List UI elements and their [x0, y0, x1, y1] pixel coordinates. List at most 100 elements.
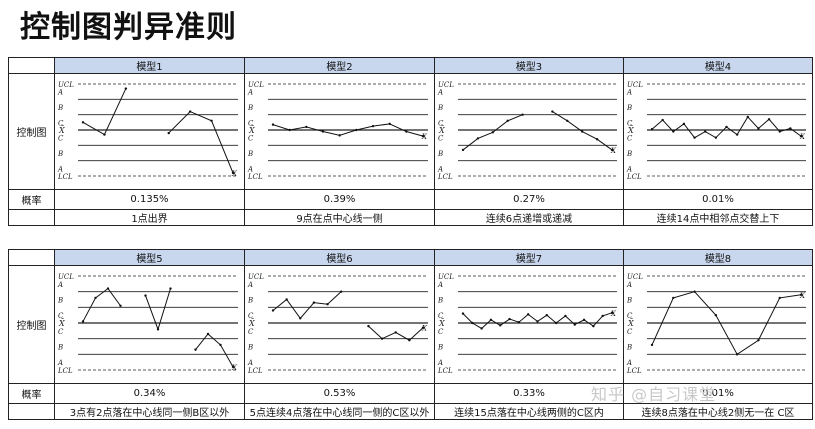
- data-point: [535, 320, 539, 323]
- rule-description: 5点连续4点落在中心线同一侧的C区以外: [244, 403, 435, 420]
- zone-label: A: [57, 89, 63, 97]
- control-chart-table-bottom: 模型5 模型6 模型7 模型8 控制图 UCL A B C C B A LCL X̄ X UCL A…: [8, 249, 813, 420]
- zone-label: C: [58, 312, 64, 320]
- model-header: 模型5: [54, 249, 245, 266]
- zone-label: LCL: [626, 173, 642, 181]
- data-point: [735, 353, 738, 356]
- zone-label: B: [247, 104, 253, 112]
- data-point: [778, 296, 781, 300]
- zone-label: C: [627, 119, 633, 127]
- data-point: [756, 339, 760, 342]
- data-point: [156, 328, 159, 331]
- data-point: [312, 301, 315, 304]
- zone-label: A: [247, 359, 253, 367]
- rule-description: 1点出界: [54, 209, 245, 226]
- data-point: [479, 327, 483, 330]
- zone-label: C: [627, 312, 633, 320]
- zone-label: A: [247, 281, 253, 289]
- zone-label: A: [626, 281, 632, 289]
- data-point: [421, 326, 424, 329]
- model-header: 模型8: [623, 249, 813, 266]
- probability-value: 0.01%: [623, 189, 813, 210]
- probability-value: 0.34%: [54, 383, 245, 404]
- zone-label: B: [247, 344, 253, 352]
- chart-cell-1: UCL A B C C B A LCL X̄ X: [54, 73, 245, 190]
- zone-label: A: [437, 281, 443, 289]
- data-point: [610, 311, 613, 315]
- chart-cell-8: UCL A B C C B A LCL X̄ X: [623, 265, 813, 384]
- data-point: [321, 130, 324, 133]
- zone-label: LCL: [437, 367, 453, 375]
- data-point: [489, 318, 492, 322]
- header-blank-cell: [8, 57, 55, 74]
- zone-label: C: [438, 119, 444, 127]
- model-header: 模型3: [434, 57, 624, 74]
- chart-cell-5: UCL A B C C B A LCL X̄ X: [54, 265, 245, 384]
- header-blank-cell: [8, 249, 55, 266]
- data-point: [81, 121, 84, 124]
- data-point: [735, 133, 738, 136]
- data-point: [168, 287, 172, 290]
- data-point: [193, 348, 197, 351]
- zone-label: B: [437, 344, 443, 352]
- data-point: [366, 324, 370, 328]
- zone-label: A: [247, 165, 253, 173]
- control-chart-table-top: 模型1 模型2 模型3 模型4 控制图 UCL A B C C B A LCL X̄ X UCL A…: [8, 57, 813, 226]
- data-point: [526, 313, 529, 316]
- data-point: [118, 304, 122, 307]
- point-marker: X: [231, 364, 238, 372]
- data-point: [799, 134, 802, 138]
- point-marker: X: [610, 310, 617, 318]
- axis-label: X̄: [248, 126, 255, 135]
- zone-label: B: [57, 104, 63, 112]
- data-point: [491, 131, 494, 134]
- data-point: [407, 339, 411, 342]
- zone-label: C: [248, 135, 254, 143]
- zone-label: A: [437, 359, 443, 367]
- data-point: [498, 324, 501, 327]
- data-point: [271, 123, 274, 126]
- zone-label: UCL: [58, 273, 74, 281]
- zone-label: LCL: [437, 173, 453, 181]
- axis-label: X̄: [627, 126, 634, 135]
- data-point: [714, 136, 717, 139]
- series-line: [651, 291, 801, 356]
- point-marker: X: [421, 133, 428, 141]
- data-point: [778, 130, 781, 133]
- probability-value: 0.27%: [434, 189, 624, 210]
- data-point: [506, 119, 509, 122]
- data-point: [325, 303, 329, 306]
- data-point: [595, 138, 598, 141]
- series-line: [272, 291, 342, 320]
- data-point: [143, 294, 147, 297]
- data-point: [167, 131, 170, 135]
- data-point: [470, 321, 474, 325]
- data-point: [554, 321, 557, 325]
- zone-label: LCL: [57, 367, 73, 375]
- data-point: [545, 313, 548, 317]
- data-point: [746, 115, 749, 119]
- data-point: [660, 118, 664, 122]
- data-point: [692, 290, 696, 293]
- zone-label: C: [438, 312, 444, 320]
- point-marker: X: [799, 133, 806, 141]
- data-point: [387, 122, 391, 126]
- data-point: [284, 298, 288, 301]
- data-point: [102, 133, 106, 136]
- zone-label: LCL: [247, 173, 263, 181]
- chart-cell-2: UCL A B C C B A LCL X̄ X: [244, 73, 435, 190]
- zone-label: UCL: [627, 273, 643, 281]
- chart-cell-3: UCL A B C C B A LCL X̄ X: [434, 73, 624, 190]
- zone-label: C: [438, 328, 444, 336]
- axis-label: X̄: [627, 319, 634, 328]
- point-marker: X: [231, 170, 238, 178]
- data-point: [563, 314, 567, 318]
- zone-label: B: [57, 150, 63, 158]
- zone-label: C: [248, 119, 254, 127]
- model-header: 模型7: [434, 249, 624, 266]
- data-point: [106, 287, 109, 290]
- data-point: [218, 343, 222, 347]
- data-point: [517, 321, 520, 324]
- data-point: [591, 324, 595, 328]
